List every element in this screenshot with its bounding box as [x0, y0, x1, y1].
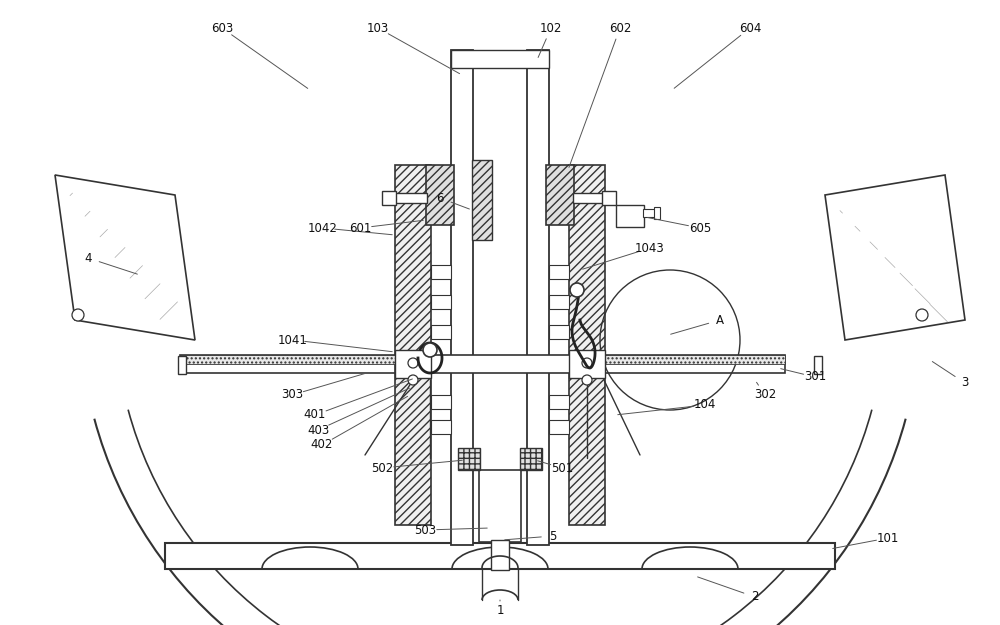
Text: 503: 503	[414, 524, 436, 536]
Text: 302: 302	[754, 389, 776, 401]
Bar	[395, 193, 427, 203]
Bar	[549, 265, 569, 279]
Text: 4: 4	[84, 251, 92, 264]
Polygon shape	[825, 175, 965, 340]
Bar	[451, 50, 549, 68]
Bar	[180, 355, 395, 364]
Bar	[549, 420, 569, 434]
Text: 1043: 1043	[635, 241, 665, 254]
Bar	[458, 448, 480, 470]
Bar	[431, 325, 451, 339]
Text: 1042: 1042	[308, 221, 338, 234]
Text: 502: 502	[371, 461, 393, 474]
Circle shape	[582, 375, 592, 385]
Text: 103: 103	[367, 21, 389, 34]
Bar	[180, 355, 395, 373]
Bar	[814, 356, 822, 374]
Text: 102: 102	[540, 21, 562, 34]
Circle shape	[916, 309, 928, 321]
Circle shape	[570, 283, 584, 297]
Bar	[520, 448, 542, 470]
Bar	[616, 205, 644, 227]
Bar	[569, 350, 605, 378]
Text: 101: 101	[877, 531, 899, 544]
Text: 1: 1	[496, 604, 504, 616]
Bar	[431, 420, 451, 434]
Text: 5: 5	[549, 529, 557, 542]
Bar	[165, 543, 835, 569]
Bar	[431, 265, 451, 279]
Circle shape	[408, 358, 418, 368]
Bar	[570, 355, 785, 373]
Text: 104: 104	[694, 399, 716, 411]
Text: 603: 603	[211, 21, 233, 34]
Text: A: A	[716, 314, 724, 326]
Bar	[549, 325, 569, 339]
Text: 605: 605	[689, 221, 711, 234]
Bar	[395, 165, 431, 525]
Circle shape	[408, 375, 418, 385]
Circle shape	[72, 309, 84, 321]
Text: 301: 301	[804, 371, 826, 384]
Bar	[491, 540, 509, 570]
Bar	[573, 193, 603, 203]
Bar	[549, 395, 569, 409]
Text: 402: 402	[311, 439, 333, 451]
Circle shape	[582, 358, 592, 368]
Bar	[395, 350, 431, 378]
Bar	[472, 160, 492, 240]
Bar	[546, 165, 574, 225]
Bar	[178, 356, 186, 374]
Bar	[479, 470, 521, 542]
Bar	[570, 355, 785, 364]
Polygon shape	[55, 175, 195, 340]
Text: 303: 303	[281, 389, 303, 401]
Text: 1041: 1041	[278, 334, 308, 346]
Text: 604: 604	[739, 21, 761, 34]
Bar	[643, 209, 655, 217]
Text: 3: 3	[961, 376, 969, 389]
Text: 2: 2	[751, 591, 759, 604]
Bar	[654, 207, 660, 219]
Bar	[430, 355, 570, 373]
Bar	[602, 191, 616, 205]
Bar	[569, 165, 605, 525]
Text: 6: 6	[436, 191, 444, 204]
Bar	[549, 295, 569, 309]
Text: 401: 401	[304, 409, 326, 421]
Bar	[426, 165, 454, 225]
Text: 601: 601	[349, 221, 371, 234]
Bar	[527, 50, 549, 545]
Bar	[382, 191, 396, 205]
Text: 501: 501	[551, 461, 573, 474]
Bar	[431, 295, 451, 309]
Bar	[431, 395, 451, 409]
Circle shape	[423, 343, 437, 357]
Text: 403: 403	[307, 424, 329, 436]
Text: 602: 602	[609, 21, 631, 34]
Bar	[451, 50, 473, 545]
